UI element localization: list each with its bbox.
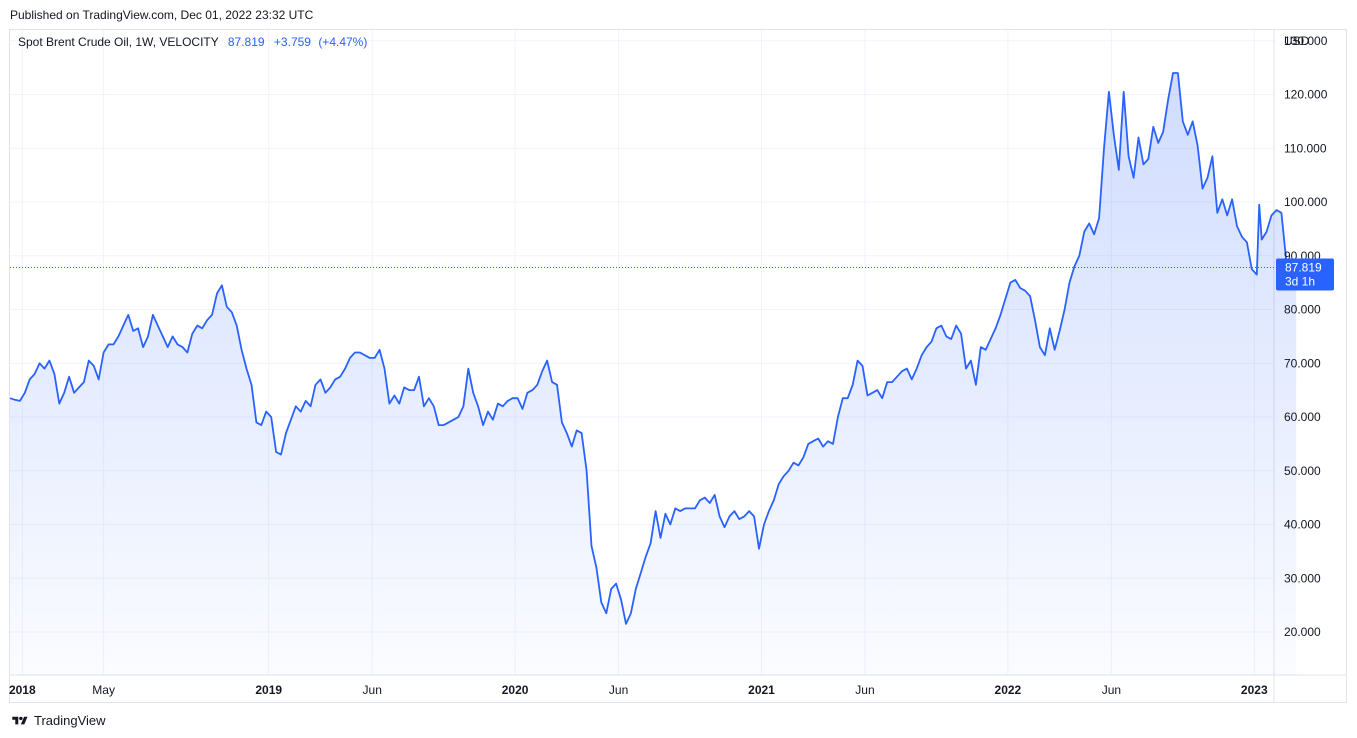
x-tick-label: 2020 [502, 683, 529, 697]
footer-brand[interactable]: TradingView [34, 713, 106, 728]
y-tick-label: 70.000 [1284, 356, 1321, 370]
x-tick-label: 2018 [9, 683, 36, 697]
x-tick-label: Jun [363, 683, 382, 697]
y-tick-label: 20.000 [1284, 625, 1321, 639]
legend: Spot Brent Crude Oil, 1W, VELOCITY 87.81… [18, 35, 367, 49]
x-tick-label: Jun [1102, 683, 1121, 697]
y-tick-label: 130.000 [1284, 34, 1328, 48]
x-tick-label: Jun [609, 683, 628, 697]
legend-symbol[interactable]: Spot Brent Crude Oil, 1W, VELOCITY [18, 35, 219, 49]
y-tick-label: 40.000 [1284, 518, 1321, 532]
legend-last: 87.819 [227, 35, 265, 49]
y-tick-label: 110.000 [1284, 141, 1327, 155]
series-area [10, 73, 1297, 675]
y-axis: 130.000120.000110.000100.00090.00080.000… [1284, 34, 1328, 639]
x-tick-label: 2022 [995, 683, 1022, 697]
x-tick-label: Jun [855, 683, 874, 697]
x-tick-label: 2023 [1241, 683, 1268, 697]
x-axis: 2018 May 2019 Jun 2020 Jun 2021 Jun 2022 Jun 2023 [9, 683, 1268, 697]
price-label-countdown: 3d 1h [1285, 274, 1315, 288]
legend-change: +3.759 [273, 35, 311, 49]
y-tick-label: 50.000 [1284, 464, 1321, 478]
y-tick-label: 60.000 [1284, 410, 1321, 424]
y-tick-label: 100.000 [1284, 195, 1328, 209]
published-caption: Published on TradingView.com, Dec 01, 20… [10, 8, 314, 22]
x-tick-label: May [92, 683, 115, 697]
y-tick-label: 30.000 [1284, 571, 1321, 585]
currency-label: USD [1284, 34, 1310, 48]
chart-frame [9, 29, 1347, 703]
price-label-value: 87.819 [1285, 260, 1322, 274]
footer: TradingView [10, 713, 106, 728]
price-label: 87.819 3d 1h [1276, 258, 1334, 291]
y-tick-label: 120.000 [1284, 88, 1328, 102]
series-line [9, 72, 1298, 625]
x-tick-label: 2019 [255, 683, 282, 697]
price-label-box [1276, 258, 1334, 291]
tradingview-logo-icon [12, 716, 28, 724]
legend-change-pct: (+4.47%) [318, 35, 368, 49]
x-tick-label: 2021 [748, 683, 775, 697]
y-tick-label: 80.000 [1284, 303, 1321, 317]
